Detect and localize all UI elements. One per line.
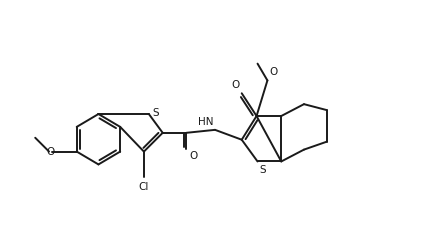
Text: O: O [269,67,277,77]
Text: O: O [231,80,239,90]
Text: O: O [46,146,55,157]
Text: S: S [152,108,159,118]
Text: HN: HN [197,117,212,127]
Text: S: S [259,165,265,176]
Text: Cl: Cl [138,182,149,192]
Text: O: O [189,151,197,161]
